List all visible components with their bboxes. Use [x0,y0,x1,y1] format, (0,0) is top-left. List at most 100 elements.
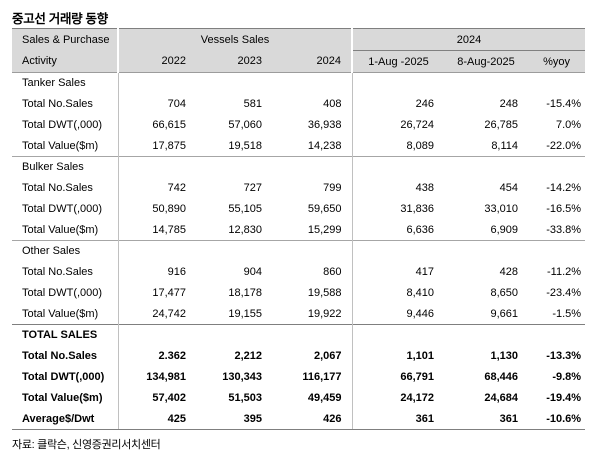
header-week-8aug: 8-Aug-2025 [444,50,529,73]
table-row: Total Value($m) 17,875 19,518 14,238 8,089 8,… [12,135,585,157]
value-cell: 9,446 [406,307,435,320]
value-cell: -10.6% [528,408,586,430]
section-header-row: Bulker Sales [12,156,586,178]
table-row: Total Value($m) 57,402 51,503 49,459 24,172 2… [12,387,585,409]
value-cell: 7.0% [555,119,582,131]
row-label: Average$/Dwt [12,408,119,430]
header-year-2022: 2022 [118,50,196,73]
table-row: Total Value($m) 14,785 12,830 15,299 6,636 6,… [12,219,585,241]
value-cell: -11.2% [547,266,582,278]
section-label: Tanker Sales [12,72,119,94]
header-activity-line2: Activity [12,50,119,73]
row-label: Total No.Sales [12,261,119,283]
source-note: 자료: 클락슨, 신영증권리서치센터 [12,439,161,451]
value-cell: 727 [243,182,262,194]
empty-cell [196,240,272,262]
value-cell: 408 [272,93,353,115]
section-header-row: Tanker Sales [12,72,585,94]
value-cell: 51,503 [228,392,262,404]
value-cell: 33,010 [484,203,519,215]
header-activity-line1: Sales & Purchase [12,28,119,51]
value-cell: -1.5% [552,307,582,320]
value-cell: 438 [415,182,435,194]
value-cell: 395 [196,408,272,430]
value-cell: 17,477 [152,287,186,299]
value-cell: 12,830 [228,223,262,236]
value-cell: 2,212 [234,350,262,362]
value-cell: 19,155 [228,307,262,320]
value-cell: 57,402 [152,392,186,404]
section-label: TOTAL SALES [12,324,119,346]
empty-cell [272,156,353,178]
table-row: Average$/Dwt 425 395 426 361 361 -10.6% [12,408,586,430]
empty-cell [444,156,529,178]
value-cell: -15.4% [546,98,582,110]
section-header-row: TOTAL SALES [12,324,586,346]
value-cell: 904 [243,266,262,278]
table-row: Total DWT(,000) 17,477 18,178 19,588 8,410 8,… [12,282,585,304]
value-cell: 66,615 [152,119,186,131]
row-label: Total DWT(,000) [12,282,119,304]
empty-cell [444,240,529,262]
value-cell: -33.8% [546,223,582,236]
value-cell: 14,238 [272,135,353,157]
row-label: Total DWT(,000) [12,198,119,220]
value-cell: -9.8% [552,371,582,383]
header-group-row: Sales & Purchase Vessels Sales 2024 [12,28,586,51]
value-cell: 24,172 [400,392,435,404]
empty-cell [196,324,272,346]
section-label: Other Sales [12,240,119,262]
value-cell: 49,459 [272,387,353,409]
value-cell: 2.362 [158,350,186,362]
value-cell: 24,684 [484,392,519,404]
empty-cell [118,240,196,262]
empty-cell [528,73,585,94]
empty-cell [272,72,353,94]
value-cell: -23.4% [546,287,582,299]
empty-cell [196,73,272,94]
value-cell: 426 [272,408,353,430]
empty-cell [196,156,272,178]
value-cell: 19,518 [228,139,262,152]
value-cell: 19,588 [272,282,353,304]
table-row: Total No.Sales 742 727 799 438 454 -14.2% [12,177,585,199]
empty-cell [118,73,196,94]
value-cell: 799 [272,177,353,199]
value-cell: 361 [352,408,445,430]
table-row: Total No.Sales 2.362 2,212 2,067 1,101 1,130 -… [12,345,585,367]
value-cell: 50,890 [152,203,186,215]
value-cell: -22.0% [546,139,582,152]
table-body: Tanker Sales Total No.Sales 704 581 408 246 24… [12,72,586,430]
value-cell: 24,742 [152,307,186,320]
value-cell: 860 [272,261,353,283]
header-year-2024: 2024 [272,50,354,73]
page-title: 중고선 거래량 동향 [12,12,108,26]
value-cell: 57,060 [228,119,262,131]
value-cell: 19,922 [272,303,353,325]
table-row: Total Value($m) 24,742 19,155 19,922 9,446 9,… [12,303,585,325]
value-cell: 68,446 [484,371,519,383]
row-label: Total No.Sales [12,93,119,115]
header-group-2024: 2024 [352,28,586,51]
value-cell: 6,636 [406,223,435,236]
value-cell: 1,130 [490,350,519,362]
value-cell: 55,105 [228,203,262,215]
value-cell: 26,724 [400,119,435,131]
value-cell: 2,067 [272,345,353,367]
empty-cell [352,156,445,178]
table-row: Total DWT(,000) 66,615 57,060 36,938 26,724 2… [12,114,585,136]
header-yoy: %yoy [528,50,586,73]
header-column-row: Activity 2022 2023 2024 1-Aug -2025 8-Au… [12,50,586,73]
row-label: Total Value($m) [12,135,119,157]
row-label: Total No.Sales [12,177,119,199]
value-cell: 8,114 [491,139,519,152]
empty-cell [272,240,353,262]
value-cell: 248 [499,98,519,110]
value-cell: -14.2% [546,182,582,194]
value-cell: 8,089 [406,139,435,152]
value-cell: 742 [167,182,186,194]
value-cell: 8,650 [490,287,519,299]
value-cell: 9,661 [490,307,519,320]
empty-cell [352,240,445,262]
empty-cell [352,324,445,346]
